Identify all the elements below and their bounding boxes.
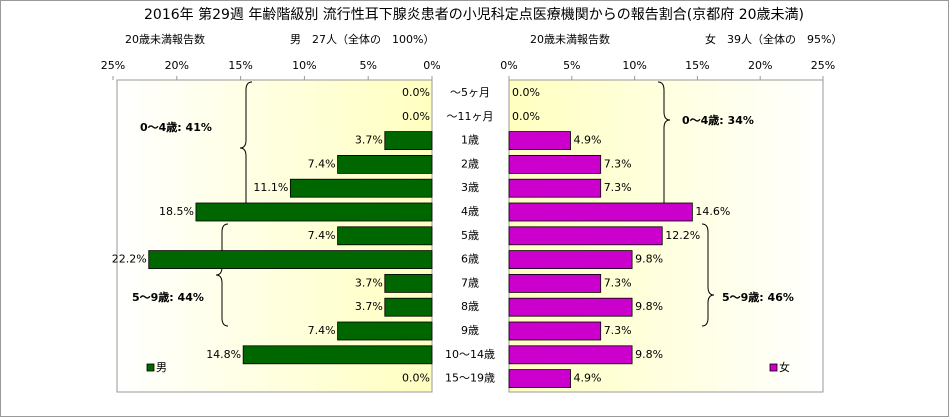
x-tick-label: 10% — [622, 59, 646, 72]
bar — [508, 321, 602, 341]
chart-title: 2016年 第29週 年齢階級別 流行性耳下腺炎患者の小児科定点医療機関からの報… — [144, 6, 804, 23]
value-label: 4.9% — [574, 372, 602, 385]
x-tick-label: 0% — [423, 59, 440, 72]
legend-label: 男 — [156, 361, 167, 374]
value-label: 7.3% — [604, 181, 632, 194]
bar — [195, 202, 433, 222]
value-label: 3.7% — [355, 134, 383, 147]
category-label: 2歳 — [461, 157, 479, 170]
value-label: 3.7% — [355, 300, 383, 313]
value-label: 9.8% — [635, 253, 663, 266]
value-label: 7.4% — [308, 324, 336, 337]
legend-label: 女 — [779, 360, 790, 374]
annotation: 0～4歳: 41% — [140, 120, 212, 134]
value-label: 9.8% — [635, 300, 663, 313]
bar — [508, 250, 633, 270]
bar — [337, 226, 433, 246]
bar — [508, 131, 571, 151]
value-label: 7.3% — [604, 276, 632, 289]
category-label: 7歳 — [461, 276, 479, 289]
x-tick-label: 15% — [228, 59, 252, 72]
subtitle: 20歳未満報告数 — [125, 33, 205, 46]
category-label: 4歳 — [461, 205, 479, 218]
x-tick-label: 20% — [165, 59, 189, 72]
value-label: 14.8% — [206, 348, 241, 361]
x-tick-label: 25% — [101, 59, 125, 72]
category-label: 6歳 — [461, 253, 479, 266]
brace — [215, 223, 229, 327]
brace — [701, 223, 715, 327]
subtitle: 20歳未満報告数 — [530, 33, 610, 46]
legend-swatch — [769, 363, 778, 372]
category-label: 8歳 — [461, 300, 479, 313]
x-tick-label: 25% — [811, 59, 835, 72]
category-label: 15～19歳 — [445, 372, 495, 385]
category-label: 9歳 — [461, 324, 479, 337]
value-label: 18.5% — [159, 205, 194, 218]
value-label: 3.7% — [355, 276, 383, 289]
value-label: 22.2% — [112, 253, 147, 266]
value-label: 14.6% — [695, 205, 730, 218]
value-label: 7.3% — [604, 157, 632, 170]
category-label: 1歳 — [461, 134, 479, 147]
category-label: ～11ヶ月 — [447, 110, 494, 123]
x-tick-label: 5% — [359, 59, 376, 72]
category-label: 10～14歳 — [445, 348, 495, 361]
value-label: 7.3% — [604, 324, 632, 337]
bar — [508, 226, 663, 246]
value-label: 0.0% — [402, 86, 430, 99]
value-label: 7.4% — [308, 157, 336, 170]
annotation: 0～4歳: 34% — [682, 113, 754, 127]
value-label: 7.4% — [308, 229, 336, 242]
legend-swatch — [146, 363, 155, 372]
subtitle: 女 39人（全体の 95%） — [705, 32, 842, 46]
bar — [148, 250, 433, 270]
subtitle: 男 27人（全体の 100%） — [290, 32, 434, 46]
bar — [508, 369, 571, 389]
value-label: 11.1% — [253, 181, 288, 194]
value-label: 0.0% — [402, 110, 430, 123]
x-tick-label: 5% — [563, 59, 580, 72]
bar — [289, 178, 433, 198]
category-label: 3歳 — [461, 181, 479, 194]
x-tick-label: 0% — [500, 59, 517, 72]
category-label: ～5ヶ月 — [450, 86, 490, 99]
bar — [508, 273, 602, 293]
bar — [384, 273, 433, 293]
x-tick-label: 20% — [748, 59, 772, 72]
bar — [242, 345, 433, 365]
bar — [508, 297, 633, 317]
x-tick-label: 10% — [292, 59, 316, 72]
category-label: 5歳 — [461, 229, 479, 242]
bar — [384, 131, 433, 151]
bar — [508, 154, 602, 174]
bar — [337, 321, 433, 341]
annotation: 5～9歳: 46% — [722, 290, 794, 304]
bar — [337, 154, 433, 174]
annotation: 5～9歳: 44% — [132, 290, 204, 304]
bar — [508, 202, 693, 222]
value-label: 0.0% — [402, 372, 430, 385]
value-label: 4.9% — [574, 134, 602, 147]
value-label: 0.0% — [512, 86, 540, 99]
value-label: 12.2% — [665, 229, 700, 242]
value-label: 0.0% — [512, 110, 540, 123]
bar — [508, 178, 602, 198]
bar — [384, 297, 433, 317]
bar — [508, 345, 633, 365]
x-tick-label: 15% — [685, 59, 709, 72]
value-label: 9.8% — [635, 348, 663, 361]
